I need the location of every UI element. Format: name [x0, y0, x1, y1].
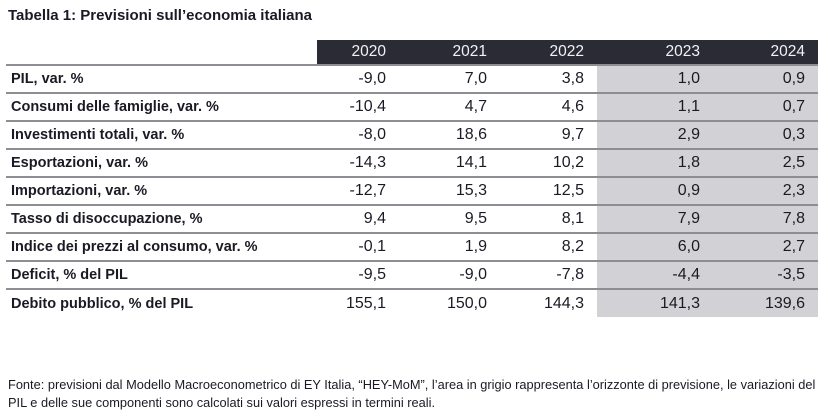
table-row-consumi: Consumi delle famiglie, var. % -10,4 4,7… — [6, 92, 818, 121]
cell-value-forecast: 7,8 — [713, 204, 818, 233]
cell-value: 18,6 — [399, 120, 500, 149]
forecast-table: 2020 2021 2022 2023 2024 PIL, var. % -9,… — [6, 40, 818, 317]
cell-value-forecast: 1,8 — [597, 148, 713, 177]
row-label: Deficit, % del PIL — [6, 260, 317, 289]
cell-value-forecast: 7,9 — [597, 204, 713, 233]
table-row-investimenti: Investimenti totali, var. % -8,0 18,6 9,… — [6, 120, 818, 149]
cell-value: -10,4 — [317, 92, 399, 121]
cell-value-forecast: 2,7 — [713, 232, 818, 261]
cell-value: -9,5 — [317, 260, 399, 289]
cell-value-forecast: 0,7 — [713, 92, 818, 121]
table-header: 2020 2021 2022 2023 2024 — [6, 40, 818, 65]
cell-value: -9,0 — [399, 260, 500, 289]
table-title: Tabella 1: Previsioni sull’economia ital… — [8, 7, 312, 24]
row-label: Investimenti totali, var. % — [6, 120, 317, 149]
header-year-2021: 2021 — [399, 40, 500, 65]
cell-value: 1,9 — [399, 232, 500, 261]
table-row-prezzi: Indice dei prezzi al consumo, var. % -0,… — [6, 232, 818, 261]
header-year-2023: 2023 — [597, 40, 713, 65]
row-label: Consumi delle famiglie, var. % — [6, 92, 317, 121]
cell-value: 7,0 — [399, 64, 500, 93]
cell-value-forecast: 2,5 — [713, 148, 818, 177]
cell-value: 144,3 — [500, 288, 597, 317]
table-row-importazioni: Importazioni, var. % -12,7 15,3 12,5 0,9… — [6, 176, 818, 205]
cell-value: 9,5 — [399, 204, 500, 233]
cell-value: 9,7 — [500, 120, 597, 149]
cell-value: -0,1 — [317, 232, 399, 261]
row-label: Indice dei prezzi al consumo, var. % — [6, 232, 317, 261]
row-label: Debito pubblico, % del PIL — [6, 288, 317, 317]
cell-value-forecast: 2,3 — [713, 176, 818, 205]
cell-value: -14,3 — [317, 148, 399, 177]
table-body: PIL, var. % -9,0 7,0 3,8 1,0 0,9 Consumi… — [6, 64, 818, 317]
table-row-disoccupazione: Tasso di disoccupazione, % 9,4 9,5 8,1 7… — [6, 204, 818, 233]
cell-value-forecast: 0,3 — [713, 120, 818, 149]
cell-value: 10,2 — [500, 148, 597, 177]
cell-value-forecast: -3,5 — [713, 260, 818, 289]
cell-value: 3,8 — [500, 64, 597, 93]
cell-value: 4,7 — [399, 92, 500, 121]
cell-value: 15,3 — [399, 176, 500, 205]
cell-value-forecast: 2,9 — [597, 120, 713, 149]
cell-value: 14,1 — [399, 148, 500, 177]
cell-value: -7,8 — [500, 260, 597, 289]
table-row-pil: PIL, var. % -9,0 7,0 3,8 1,0 0,9 — [6, 64, 818, 93]
cell-value: 4,6 — [500, 92, 597, 121]
cell-value-forecast: 141,3 — [597, 288, 713, 317]
source-footnote: Fonte: previsioni dal Modello Macroecono… — [8, 377, 816, 410]
row-label: Tasso di disoccupazione, % — [6, 204, 317, 233]
cell-value-forecast: 1,0 — [597, 64, 713, 93]
cell-value-forecast: 139,6 — [713, 288, 818, 317]
table-row-esportazioni: Esportazioni, var. % -14,3 14,1 10,2 1,8… — [6, 148, 818, 177]
cell-value: 9,4 — [317, 204, 399, 233]
header-year-2020: 2020 — [317, 40, 399, 65]
table-row-deficit: Deficit, % del PIL -9,5 -9,0 -7,8 -4,4 -… — [6, 260, 818, 289]
cell-value: -12,7 — [317, 176, 399, 205]
cell-value-forecast: 0,9 — [597, 176, 713, 205]
cell-value: 8,2 — [500, 232, 597, 261]
cell-value-forecast: 6,0 — [597, 232, 713, 261]
header-corner-cell — [6, 40, 317, 65]
cell-value-forecast: -4,4 — [597, 260, 713, 289]
cell-value: 12,5 — [500, 176, 597, 205]
header-row: 2020 2021 2022 2023 2024 — [6, 40, 818, 65]
row-label: Importazioni, var. % — [6, 176, 317, 205]
cell-value-forecast: 1,1 — [597, 92, 713, 121]
header-year-2022: 2022 — [500, 40, 597, 65]
cell-value: 150,0 — [399, 288, 500, 317]
cell-value: -8,0 — [317, 120, 399, 149]
row-label: PIL, var. % — [6, 64, 317, 93]
cell-value: -9,0 — [317, 64, 399, 93]
header-year-2024: 2024 — [713, 40, 818, 65]
table-row-debito: Debito pubblico, % del PIL 155,1 150,0 1… — [6, 288, 818, 317]
cell-value: 155,1 — [317, 288, 399, 317]
row-label: Esportazioni, var. % — [6, 148, 317, 177]
cell-value-forecast: 0,9 — [713, 64, 818, 93]
cell-value: 8,1 — [500, 204, 597, 233]
